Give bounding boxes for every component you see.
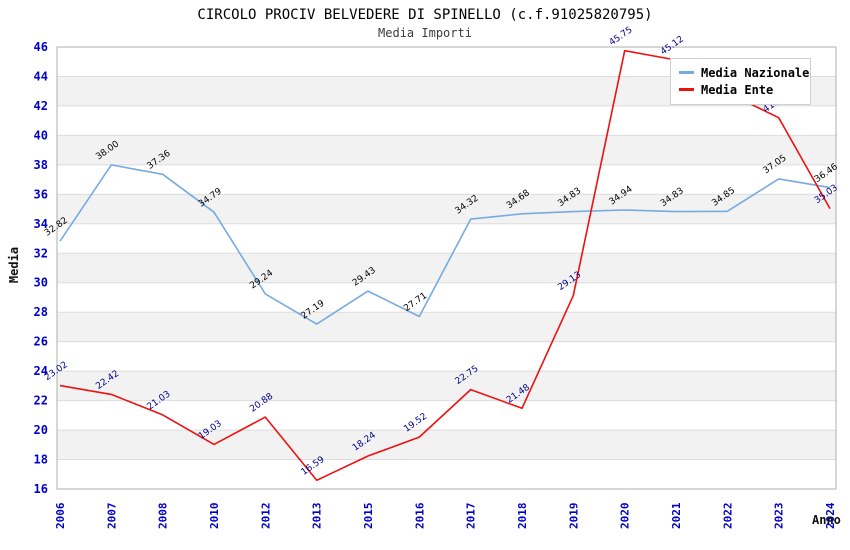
y-tick-label: 44 <box>34 69 48 83</box>
y-tick-label: 20 <box>34 423 48 437</box>
chart-title: CIRCOLO PROCIV BELVEDERE DI SPINELLO (c.… <box>197 7 653 23</box>
x-tick-label: 2017 <box>465 503 478 530</box>
x-tick-label: 2016 <box>413 502 426 529</box>
x-tick-label: 2010 <box>208 503 221 530</box>
y-tick-label: 46 <box>34 40 48 54</box>
x-tick-label: 2012 <box>259 503 272 530</box>
x-tick-label: 2020 <box>619 503 632 530</box>
legend-swatch-media-nazionale <box>679 71 694 74</box>
y-tick-label: 36 <box>34 187 48 201</box>
x-tick-label: 2008 <box>157 503 170 530</box>
x-tick-label: 2021 <box>670 502 683 529</box>
x-axis-title: Anno <box>812 513 841 527</box>
grid-band <box>57 430 836 460</box>
y-tick-label: 22 <box>34 394 48 408</box>
plot-border <box>56 46 837 490</box>
legend: Media Nazionale Media Ente <box>670 58 811 105</box>
y-tick-label: 38 <box>34 158 48 172</box>
x-tick-label: 2023 <box>773 503 786 530</box>
x-tick-label: 2015 <box>362 503 375 530</box>
y-tick-label: 40 <box>34 128 48 142</box>
data-label: 27.71 <box>402 291 429 314</box>
legend-item-media-nazionale: Media Nazionale <box>679 64 809 81</box>
grid-band <box>57 135 836 165</box>
y-tick-label: 26 <box>34 335 48 349</box>
y-tick-label: 42 <box>34 99 48 113</box>
chart-subtitle: Media Importi <box>378 26 472 40</box>
x-tick-label: 2024 <box>824 502 837 529</box>
x-tick-label: 2018 <box>516 503 529 530</box>
y-tick-label: 28 <box>34 305 48 319</box>
y-tick-label: 16 <box>34 482 48 496</box>
data-label: 45.12 <box>659 34 686 57</box>
legend-item-media-ente: Media Ente <box>679 81 802 98</box>
legend-label-media-nazionale: Media Nazionale <box>701 65 810 80</box>
grid-band <box>57 253 836 283</box>
y-tick-label: 18 <box>34 453 48 467</box>
legend-label-media-ente: Media Ente <box>701 82 774 97</box>
y-tick-label: 24 <box>34 364 48 378</box>
x-tick-label: 2019 <box>567 503 580 530</box>
x-tick-label: 2013 <box>311 503 324 530</box>
grid-band <box>57 194 836 224</box>
y-tick-label: 30 <box>34 276 48 290</box>
y-tick-label: 34 <box>34 217 48 231</box>
y-tick-label: 32 <box>34 246 48 260</box>
line-media-nazionale <box>59 164 831 325</box>
x-tick-label: 2007 <box>105 503 118 530</box>
x-tick-label: 2006 <box>54 502 67 529</box>
data-label: 45.75 <box>608 25 635 48</box>
grid-band <box>57 312 836 342</box>
legend-swatch-media-ente <box>679 88 694 91</box>
x-tick-label: 2022 <box>721 503 734 530</box>
grid-band <box>57 371 836 401</box>
